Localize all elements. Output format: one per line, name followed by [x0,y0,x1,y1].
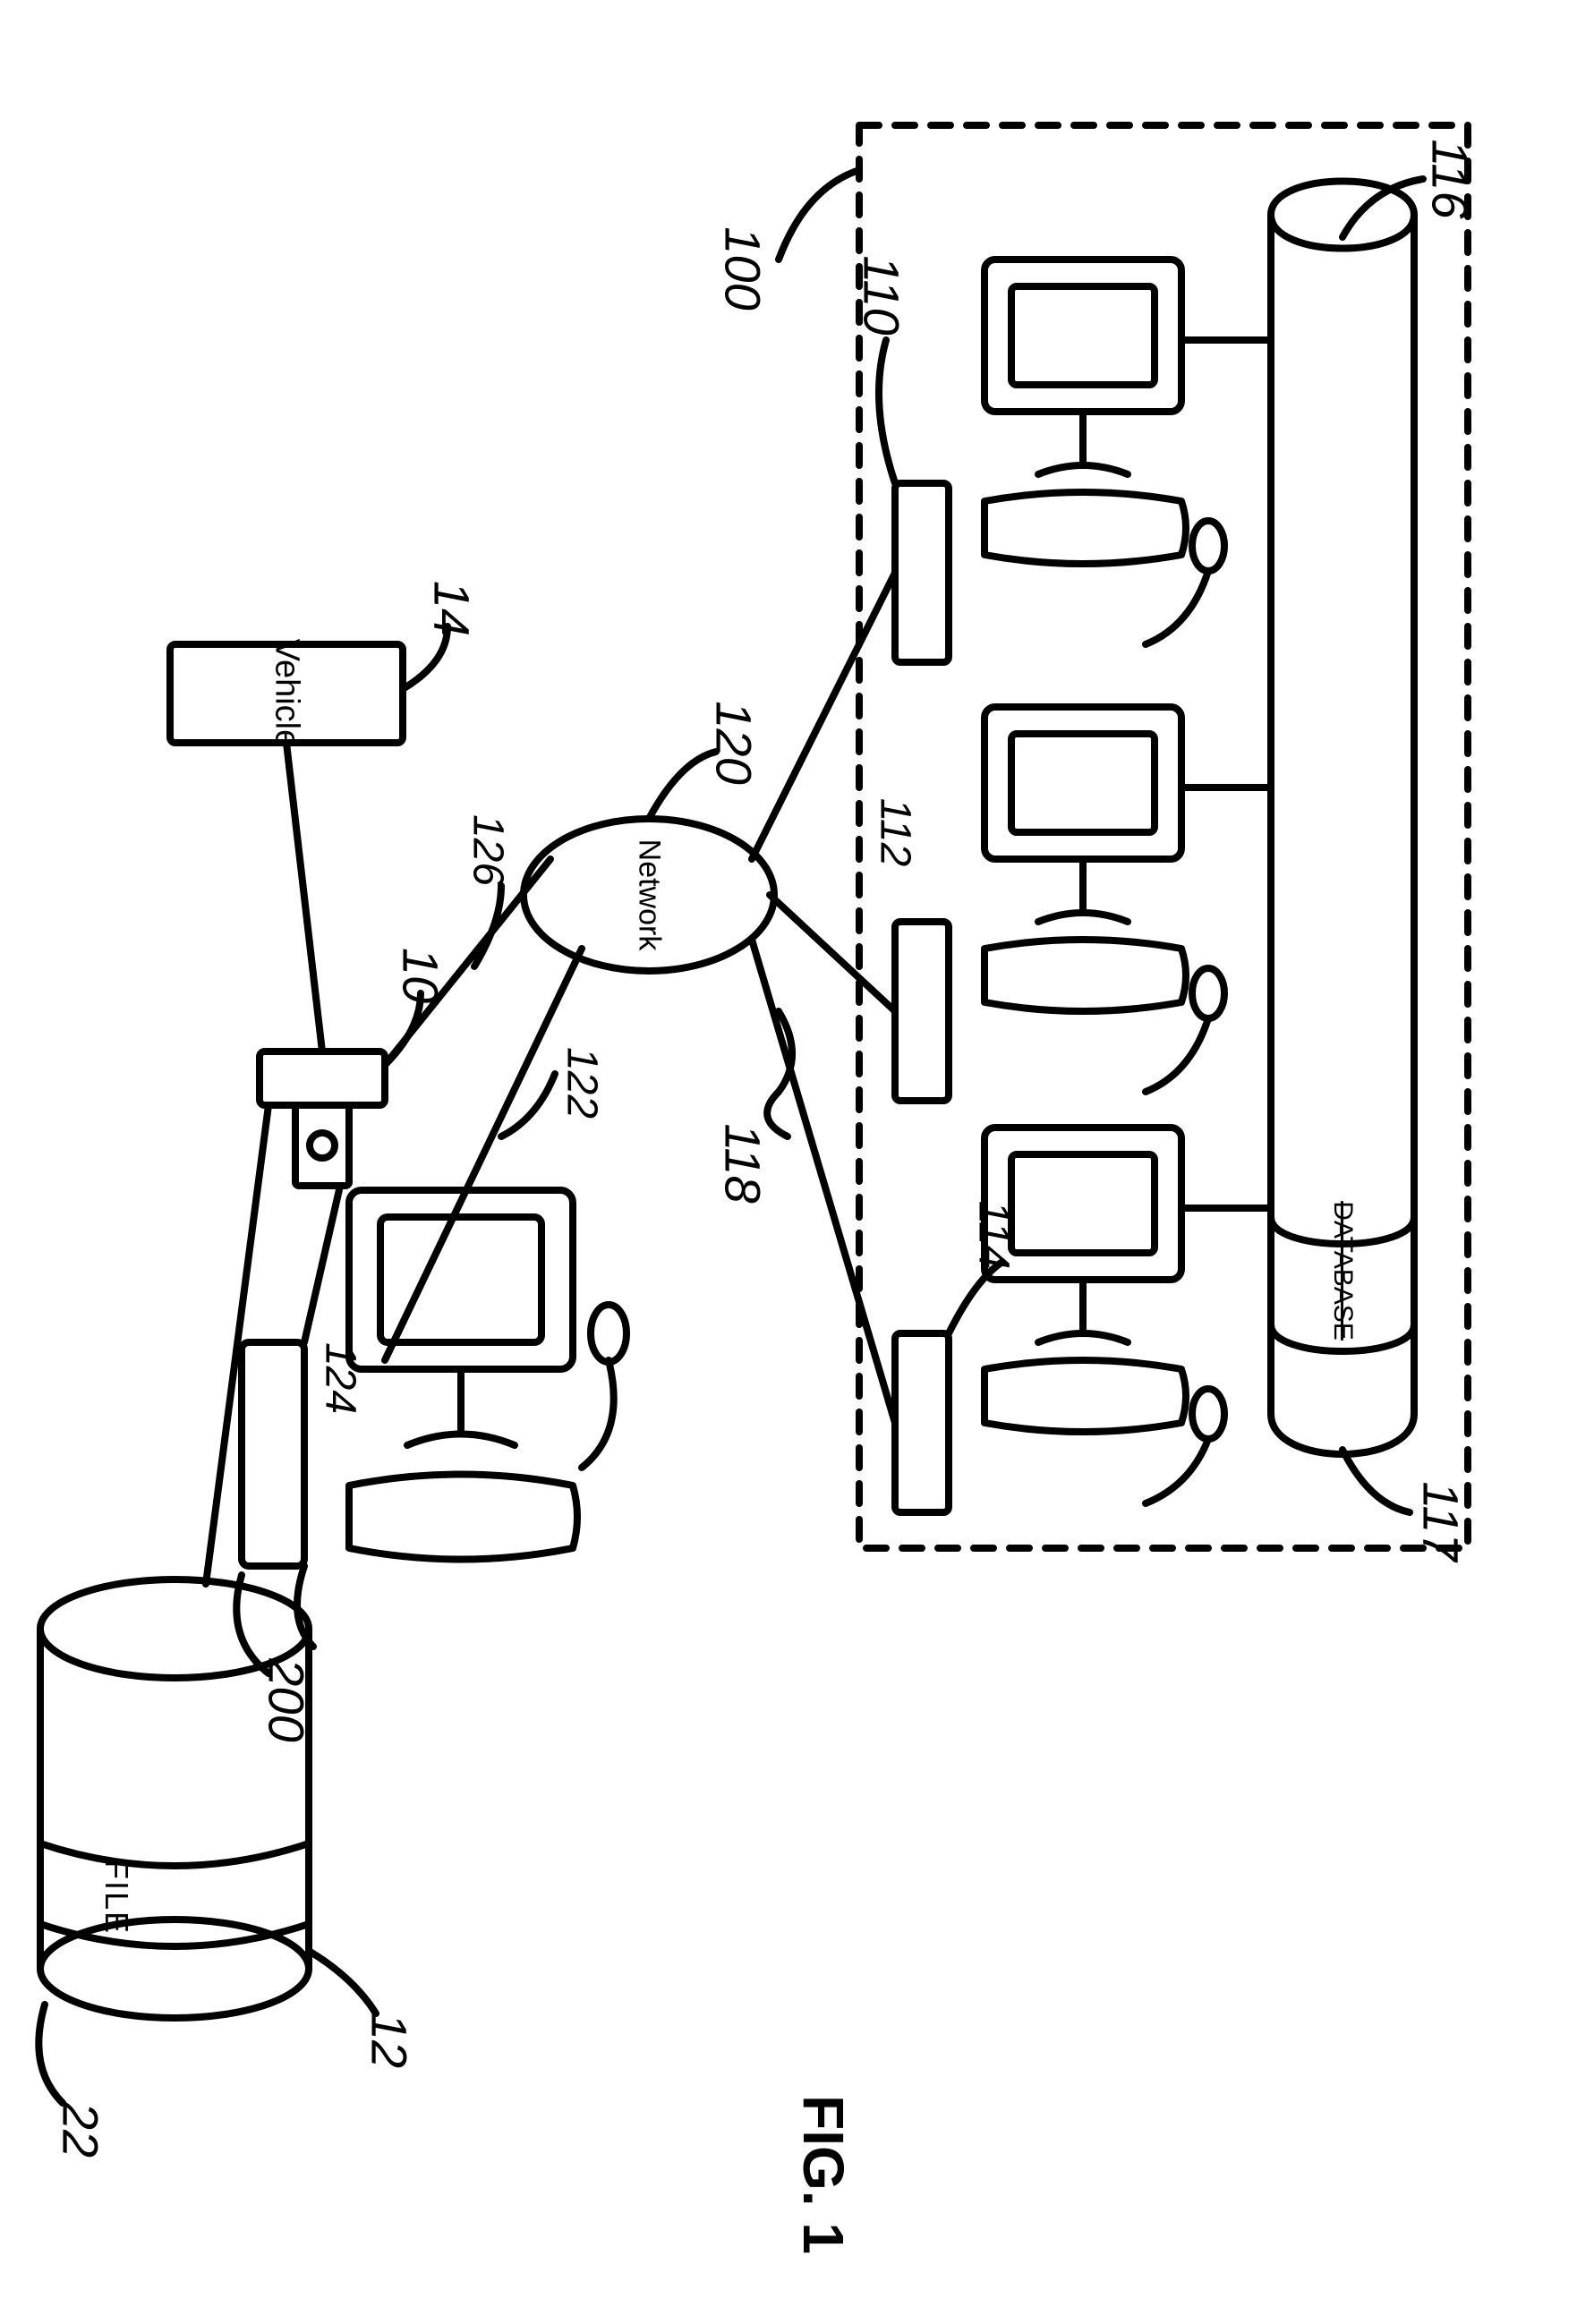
workstation-2 [895,707,1224,1101]
workstation-1 [895,260,1224,662]
workstation-3 [895,1128,1224,1512]
ref-126: 126 [464,814,513,886]
ref-10: 10 [392,948,450,1003]
diagram-svg [0,0,1594,2324]
scan-tool [260,1051,385,1186]
vehicle-label: Vehicle [268,639,306,749]
client-pc [242,1190,627,1566]
ref-112: 112 [871,798,920,867]
figure-canvas: Network Vehicle FILE DATABASE FIG. 1 100… [0,0,1594,2324]
file-cylinder [40,1579,309,2018]
ref-114: 114 [969,1201,1019,1270]
ref-200: 200 [258,1658,316,1741]
ref-124: 124 [316,1342,365,1414]
ref-12: 12 [361,2013,419,2068]
ref-116: 116 [1421,139,1479,218]
ref-120: 120 [705,701,763,784]
figure-caption: FIG. 1 [790,2095,857,2254]
ref-122: 122 [558,1047,607,1119]
database-label: DATABASE [1327,1201,1358,1341]
ref-22: 22 [52,2102,110,2158]
network-label: Network [632,839,667,951]
ref-117: 117 [1412,1481,1470,1561]
ref-100: 100 [714,226,772,310]
ref-118: 118 [714,1123,772,1203]
file-label: FILE [98,1860,135,1935]
ref-110: 110 [853,255,911,335]
ref-14: 14 [423,581,482,636]
